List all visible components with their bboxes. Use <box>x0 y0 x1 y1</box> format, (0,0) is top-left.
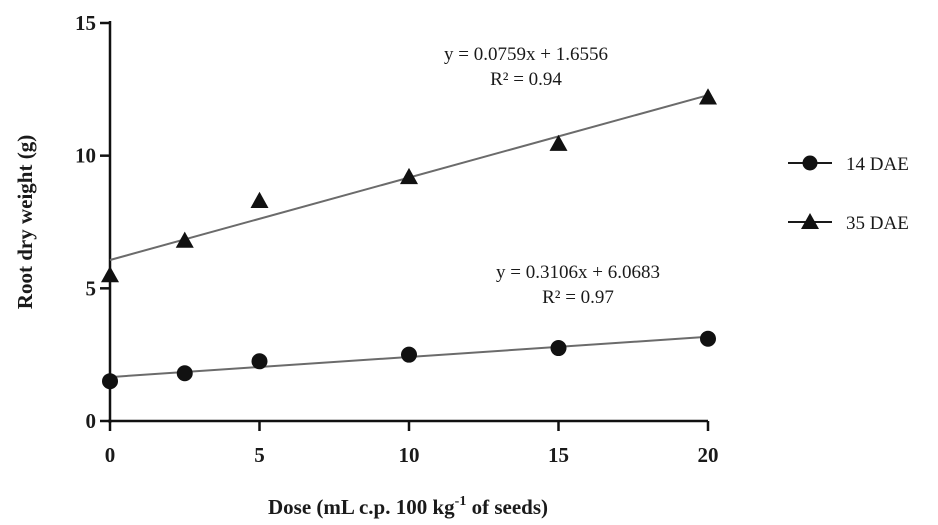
x-axis-title-tail: of seeds) <box>466 495 548 519</box>
equation-14dae-line2: R² = 0.97 <box>542 287 614 308</box>
point-circle <box>550 340 567 357</box>
point-triangle <box>101 266 119 283</box>
y-tick-label: 10 <box>75 144 96 168</box>
y-tick-label: 15 <box>75 11 96 35</box>
legend-marker-triangle <box>801 213 819 229</box>
x-tick-label: 15 <box>548 443 569 467</box>
point-circle <box>700 330 716 347</box>
point-triangle <box>175 231 194 248</box>
data-points <box>101 88 717 390</box>
x-axis-title-main: Dose (mL c.p. 100 kg <box>268 495 455 519</box>
equation-35dae-line1: y = 0.0759x + 1.6556 <box>444 44 608 65</box>
x-axis-title-sup: -1 <box>455 494 467 509</box>
axes: 0 5 10 15 0 5 10 15 20 <box>75 11 719 467</box>
fit-lines <box>109 94 709 379</box>
equation-35dae-line2: R² = 0.94 <box>490 69 562 90</box>
point-triangle <box>699 88 717 105</box>
legend-marker-circle <box>802 155 818 171</box>
y-axis-title: Root dry weight (g) <box>13 135 37 309</box>
point-circle <box>401 346 417 363</box>
equation-14dae-line1: y = 0.3106x + 6.0683 <box>496 262 660 283</box>
x-tick-label: 5 <box>254 443 265 467</box>
x-tick-label: 20 <box>698 443 719 467</box>
legend-label-14dae: 14 DAE <box>846 154 909 175</box>
point-triangle <box>250 191 269 208</box>
x-tick-label: 10 <box>399 443 420 467</box>
legend: 14 DAE 35 DAE <box>788 154 909 234</box>
legend-label-35dae: 35 DAE <box>846 213 909 234</box>
y-tick-label: 0 <box>86 409 97 433</box>
y-tick-label: 5 <box>86 276 97 300</box>
x-axis-title: Dose (mL c.p. 100 kg-1 of seeds) <box>268 494 548 519</box>
point-circle <box>102 373 118 390</box>
point-circle <box>251 353 268 370</box>
point-circle <box>176 365 193 382</box>
point-triangle <box>549 134 568 151</box>
point-triangle <box>400 167 418 185</box>
x-tick-label: 0 <box>105 443 116 467</box>
